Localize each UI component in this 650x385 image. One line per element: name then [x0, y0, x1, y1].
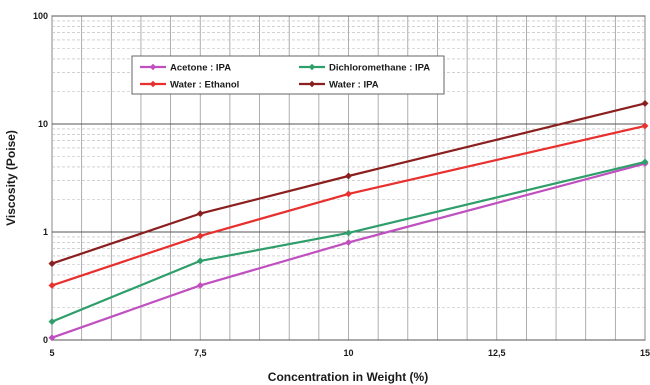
dichloromethane-ipa-point [196, 257, 204, 265]
water-ethanol-point [48, 281, 56, 289]
legend-box [131, 55, 445, 95]
legend-marker [308, 63, 316, 71]
series-water-ipa [48, 99, 649, 268]
water-ethanol-point [344, 190, 353, 198]
legend-item-water-ipa: Water : IPA [299, 80, 379, 91]
x-tick-label: 7,5 [194, 348, 207, 358]
water-ethanol-point [641, 122, 649, 130]
acetone-ipa-point [48, 334, 56, 342]
dichloromethane-ipa-point [641, 158, 649, 166]
series-line-water-ipa [51, 102, 646, 265]
water-ipa-point [641, 99, 649, 107]
x-axis-title: Concentration in Weight (%) [268, 370, 428, 384]
legend-label: Water : IPA [329, 80, 379, 91]
water-ipa-point [48, 260, 56, 268]
series-line-acetone-ipa [51, 162, 646, 339]
series-line-water-ethanol [51, 124, 646, 287]
legend-label: Dichloromethane : IPA [329, 63, 430, 74]
acetone-ipa-point [344, 238, 353, 247]
water-ethanol-point [196, 232, 204, 240]
water-ipa-point [344, 172, 353, 180]
y-axis-title: Viscosity (Poise) [4, 130, 18, 226]
x-tick-label: 12,5 [488, 348, 506, 358]
acetone-ipa-point [196, 281, 204, 289]
series-water-ethanol [48, 122, 649, 289]
legend-item-dichloromethane-ipa: Dichloromethane : IPA [299, 63, 430, 74]
tick-labels: 0 1 10 100 5 7,5 10 12,5 15 [33, 11, 650, 358]
y-tick-label: 1 [43, 227, 48, 237]
dichloromethane-ipa-point [344, 229, 353, 237]
x-tick-label: 5 [49, 348, 54, 358]
legend-item-acetone-ipa: Acetone : IPA [140, 63, 231, 74]
y-tick-label: 100 [33, 11, 48, 21]
y-tick-label: 0 [43, 335, 48, 345]
legend-label: Water : Ethanol [170, 80, 239, 91]
legend-marker [149, 80, 157, 88]
legend-item-water-ethanol: Water : Ethanol [140, 80, 239, 91]
legend-label: Acetone : IPA [170, 63, 231, 74]
series-layer [48, 99, 649, 342]
dichloromethane-ipa-point [48, 318, 56, 326]
legend-marker [149, 63, 157, 71]
series-dichloromethane-ipa [48, 158, 649, 326]
legend-marker [308, 80, 316, 88]
water-ipa-point [196, 210, 204, 218]
y-tick-label: 10 [38, 119, 48, 129]
series-line-dichloromethane-ipa [51, 160, 646, 323]
legend: Acetone : IPA Dichloromethane : IPA Water … [131, 55, 445, 95]
x-tick-label: 15 [640, 348, 650, 358]
x-tick-label: 10 [343, 348, 353, 358]
